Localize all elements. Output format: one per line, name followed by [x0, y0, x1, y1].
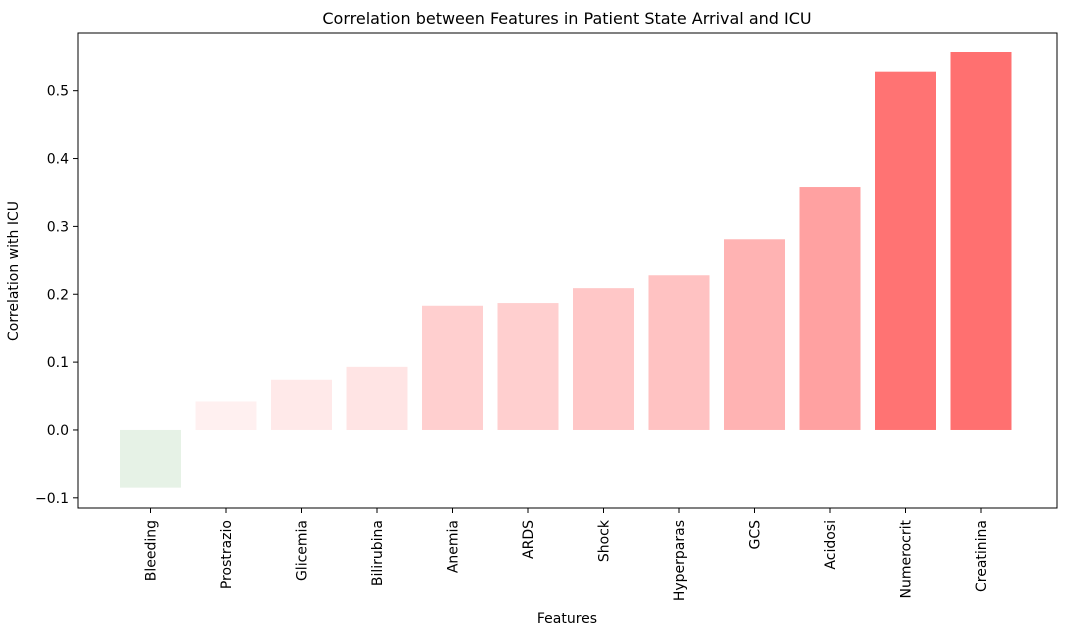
x-tick-label-ards: ARDS: [521, 520, 537, 559]
bars-group: [120, 52, 1012, 488]
y-tick-label: 0.3: [47, 219, 69, 235]
x-tick-label-acidosi: Acidosi: [823, 520, 839, 570]
bar-acidosi: [799, 187, 861, 430]
y-tick-label: 0.2: [47, 287, 69, 303]
x-tick-label-numerocrit: Numerocrit: [899, 520, 915, 599]
x-tick-label-shock: Shock: [597, 519, 613, 562]
bar-creatinina: [950, 52, 1012, 430]
x-tick-label-creatinina: Creatinina: [974, 520, 990, 592]
x-tick-label-bleeding: Bleeding: [144, 520, 160, 581]
x-axis-label: Features: [537, 611, 597, 627]
bar-gcs: [724, 239, 785, 430]
bar-glicemia: [271, 379, 332, 430]
y-tick-label: 0.5: [47, 84, 69, 100]
chart-title: Correlation between Features in Patient …: [322, 9, 811, 28]
bar-bleeding: [120, 429, 181, 488]
x-tick-label-prostrazio: Prostrazio: [219, 520, 235, 589]
bar-hyperparas: [648, 275, 710, 430]
x-axis: Bleeding Prostrazio Glicemia Bilirubina Anem…: [144, 508, 990, 601]
bar-shock: [573, 288, 634, 430]
y-tick-label: −0.1: [35, 491, 69, 507]
y-tick-label: 0.0: [47, 423, 69, 439]
bar-anemia: [422, 305, 483, 430]
x-tick-label-anemia: Anemia: [446, 520, 462, 573]
bar-numerocrit: [875, 71, 936, 430]
plot-frame: [77, 32, 1058, 509]
x-tick-label-hyperparas: Hyperparas: [672, 520, 688, 601]
y-tick-label: 0.1: [47, 355, 69, 371]
bar-prostrazio: [195, 401, 257, 430]
bar-ards: [497, 303, 559, 430]
x-tick-label-gcs: GCS: [748, 520, 764, 550]
y-axis-label: Correlation with ICU: [6, 201, 22, 341]
y-tick-label: 0.4: [47, 152, 69, 168]
x-tick-label-glicemia: Glicemia: [295, 520, 311, 581]
x-tick-label-bilirubina: Bilirubina: [370, 520, 386, 586]
bar-bilirubina: [346, 366, 408, 430]
y-axis: −0.1 0.0 0.1 0.2 0.3 0.4 0.5: [35, 84, 78, 507]
